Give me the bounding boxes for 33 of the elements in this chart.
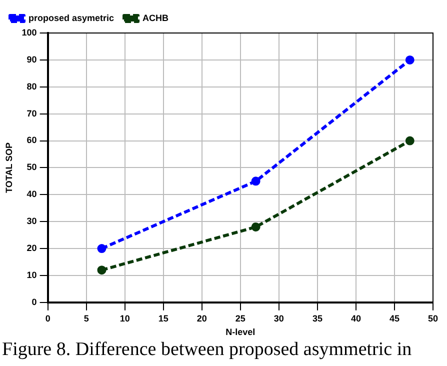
y-tick-label: 20 <box>26 243 37 254</box>
y-tick-label: 100 <box>22 27 37 38</box>
y-tick-label: 10 <box>26 270 37 280</box>
y-tick-label: 40 <box>26 189 37 200</box>
point <box>97 244 106 254</box>
y-tick-label: 90 <box>26 54 37 64</box>
point <box>251 222 260 232</box>
x-tick-label: 30 <box>274 313 284 324</box>
legend-label: proposed asymetric <box>28 12 114 23</box>
y-tick-label: 0 <box>32 296 37 307</box>
x-tick-label: 25 <box>235 313 246 324</box>
x-tick-label: 15 <box>158 313 168 324</box>
legend-label: ACHB <box>142 12 170 23</box>
x-tick-label: 40 <box>350 313 361 324</box>
point <box>97 266 106 275</box>
y-tick-label: 70 <box>26 108 37 118</box>
y-tick-label: 80 <box>26 81 37 92</box>
x-axis-title: N-level <box>226 327 256 338</box>
x-tick-label: 45 <box>389 313 400 324</box>
x-tick-label: 0 <box>45 313 50 324</box>
y-tick-label: 30 <box>26 216 37 226</box>
y-tick-label: 60 <box>26 135 37 146</box>
x-tick-label: 10 <box>120 313 130 324</box>
y-axis-title: TOTAL SOP <box>4 142 14 193</box>
x-tick-label: 50 <box>428 313 438 324</box>
x-tick-label: 35 <box>312 313 322 324</box>
x-tick-label: 5 <box>84 313 89 324</box>
point <box>405 136 414 146</box>
point <box>251 176 260 186</box>
y-tick-label: 50 <box>26 162 37 172</box>
caption: Figure 8. Difference between proposed asymmetric in <box>2 338 413 362</box>
x-tick-label: 20 <box>196 313 207 324</box>
point <box>405 55 414 64</box>
